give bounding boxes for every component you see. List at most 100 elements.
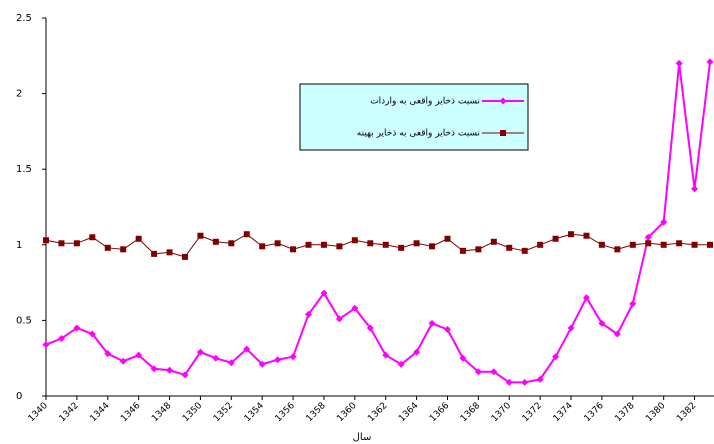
y-tick-label: 2 xyxy=(16,89,22,100)
point xyxy=(459,247,466,254)
x-axis-label: سال xyxy=(353,432,372,443)
point xyxy=(490,368,498,376)
point xyxy=(490,238,497,245)
point xyxy=(552,235,559,242)
point xyxy=(119,357,127,365)
point xyxy=(196,348,204,356)
point xyxy=(104,244,111,251)
point xyxy=(582,294,590,302)
point xyxy=(243,231,250,238)
point xyxy=(645,240,652,247)
point xyxy=(151,250,158,257)
point xyxy=(336,243,343,250)
series-line xyxy=(45,233,710,258)
point xyxy=(335,315,343,323)
x-tick-label: 1352 xyxy=(212,401,235,424)
point xyxy=(397,360,405,368)
point xyxy=(629,300,637,308)
point xyxy=(197,232,204,239)
point xyxy=(367,240,374,247)
x-tick-label: 1370 xyxy=(490,401,513,424)
point xyxy=(398,244,405,251)
point xyxy=(413,240,420,247)
legend-label: نسبت ذخایر واقعی به ذخایر بهینه xyxy=(357,129,480,139)
point xyxy=(320,241,327,248)
point xyxy=(459,354,467,362)
point xyxy=(382,351,390,359)
point xyxy=(660,218,668,226)
point xyxy=(89,234,96,241)
point xyxy=(58,240,65,247)
x-tick-label: 1340 xyxy=(27,401,50,424)
x-tick-label: 1354 xyxy=(243,401,266,424)
point xyxy=(568,231,575,238)
point xyxy=(305,310,313,318)
point xyxy=(676,240,683,247)
point xyxy=(73,240,80,247)
point xyxy=(259,243,266,250)
point xyxy=(428,319,436,327)
point xyxy=(552,353,560,361)
point xyxy=(258,360,266,368)
point xyxy=(413,348,421,356)
point xyxy=(614,246,621,253)
point xyxy=(166,366,174,374)
point xyxy=(475,246,482,253)
point xyxy=(598,319,606,327)
point xyxy=(104,350,112,358)
point xyxy=(305,241,312,248)
x-tick-label: 1366 xyxy=(428,401,451,424)
y-tick-label: 1.5 xyxy=(16,164,32,175)
y-tick-label: 2.5 xyxy=(16,13,32,24)
point xyxy=(351,237,358,244)
x-tick-label: 1344 xyxy=(88,401,111,424)
point xyxy=(629,241,636,248)
point xyxy=(289,353,297,361)
x-tick-label: 1360 xyxy=(335,401,358,424)
point xyxy=(521,247,528,254)
point xyxy=(675,59,683,67)
point xyxy=(290,246,297,253)
x-tick-label: 1364 xyxy=(397,401,420,424)
point xyxy=(474,368,482,376)
point xyxy=(88,330,96,338)
point xyxy=(444,235,451,242)
point xyxy=(644,233,652,241)
legend-marker xyxy=(500,130,506,136)
legend-box xyxy=(299,83,529,151)
legend: نسبت ذخایر واقعی به واردات نسبت ذخایر واق… xyxy=(299,83,529,151)
point xyxy=(73,324,81,332)
point xyxy=(150,365,158,373)
point xyxy=(212,354,220,362)
legend-marker xyxy=(499,97,507,105)
x-tick-label: 1358 xyxy=(305,401,328,424)
x-tick-label: 1342 xyxy=(58,401,81,424)
point xyxy=(443,325,451,333)
x-tick-label: 1350 xyxy=(181,401,204,424)
point xyxy=(135,235,142,242)
point xyxy=(506,244,513,251)
x-tick-label: 1356 xyxy=(274,401,297,424)
x-tick-label: 1380 xyxy=(644,401,667,424)
x-tick-label: 1346 xyxy=(119,401,142,424)
point xyxy=(583,232,590,239)
point xyxy=(505,378,513,386)
x-tick-label: 1362 xyxy=(366,401,389,424)
x-tick-label: 1374 xyxy=(552,401,575,424)
point xyxy=(537,241,544,248)
point xyxy=(707,241,713,248)
y-tick-label: 0 xyxy=(16,391,22,402)
point xyxy=(181,253,188,260)
point xyxy=(166,249,173,256)
point xyxy=(243,345,251,353)
point xyxy=(567,324,575,332)
point xyxy=(274,356,282,364)
point xyxy=(598,241,605,248)
point xyxy=(351,304,359,312)
point xyxy=(660,241,667,248)
point xyxy=(42,341,50,349)
point xyxy=(274,240,281,247)
point xyxy=(429,243,436,250)
x-tick-label: 1378 xyxy=(613,401,636,424)
